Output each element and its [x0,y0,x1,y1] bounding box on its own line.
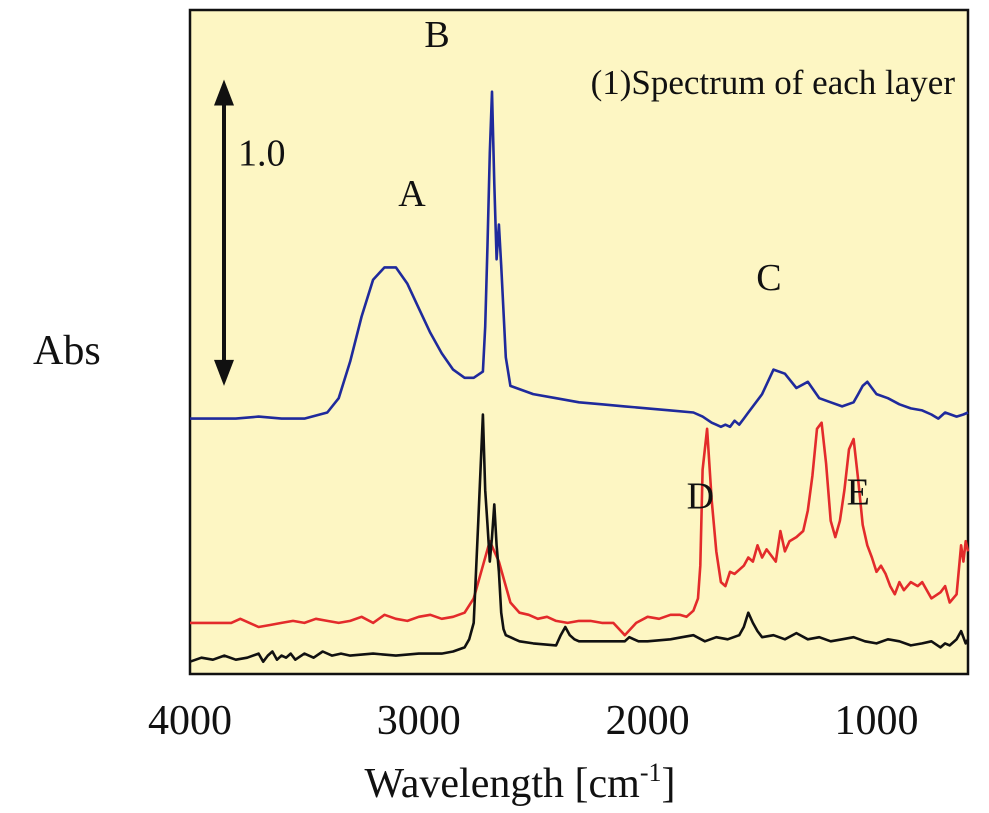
scale-bar: 1.0 [214,79,286,386]
x-tick-label-2000: 2000 [606,698,690,744]
peak-label-c: C [756,257,781,299]
x-axis-ticks: 4000 3000 2000 1000 [148,698,919,744]
peak-label-a: A [398,173,426,215]
series-line-1 [190,90,969,429]
scale-bar-arrow-up-icon [214,79,234,106]
peak-label-b: B [424,14,449,56]
x-axis-label-main: Wavelength [cm [364,761,640,807]
y-axis-label: Abs [33,328,101,374]
series-layer [189,90,970,664]
peak-annotations: A B C D E [398,14,870,518]
series-line-2 [190,421,970,637]
x-tick-label-3000: 3000 [377,698,461,744]
peak-label-e: E [847,471,870,513]
x-axis-label-close: ] [662,761,676,807]
chart-title: (1)Spectrum of each layer [591,63,956,102]
peak-label-d: D [687,476,714,518]
x-tick-label-4000: 4000 [148,698,232,744]
series-line-3 [189,413,970,664]
x-axis-label-unit-exponent: -1 [640,758,662,787]
scale-bar-arrow-down-icon [214,359,234,386]
plot-area [188,8,970,676]
x-axis-label: Wavelength [cm-1] [364,758,675,807]
x-tick-label-1000: 1000 [835,698,919,744]
scale-bar-label: 1.0 [238,132,286,174]
